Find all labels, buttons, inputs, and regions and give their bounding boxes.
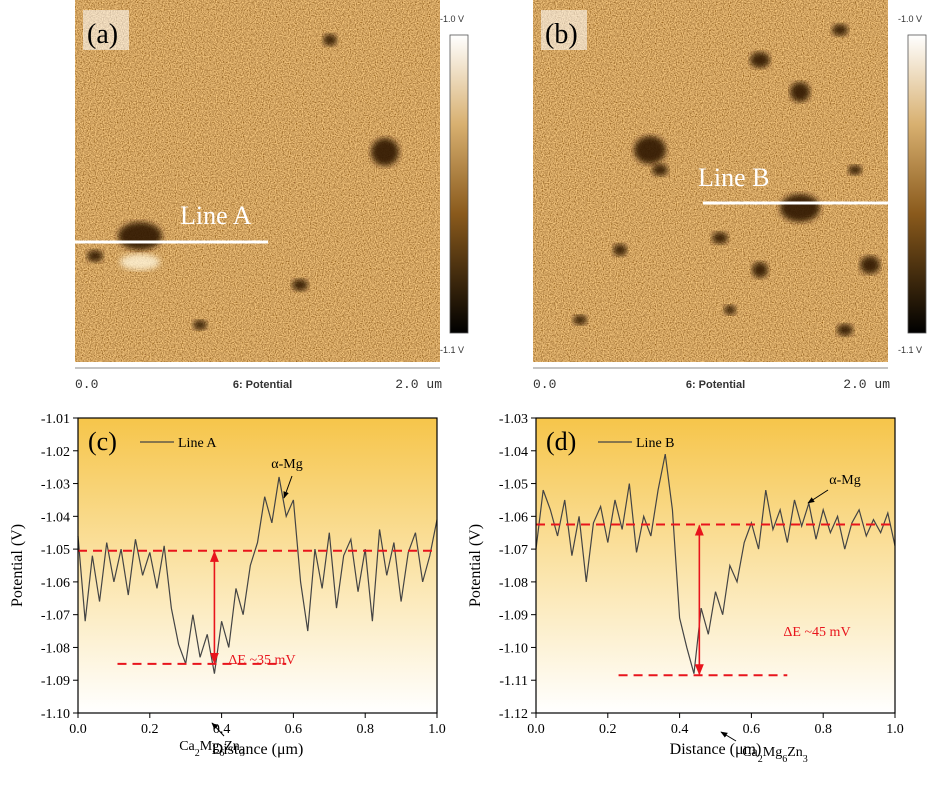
y-tick-label: -1.02 xyxy=(41,445,70,460)
x-tick-label: 0.6 xyxy=(743,722,761,737)
y-tick-label: -1.09 xyxy=(41,674,70,689)
color-bar xyxy=(449,34,469,334)
x-tick-label: 0.2 xyxy=(599,722,617,737)
dark-particle xyxy=(790,82,810,102)
dark-particle xyxy=(712,232,728,244)
panel-label: (a) xyxy=(87,19,118,50)
x-axis-label: Distance (μm) xyxy=(212,741,304,758)
phase-annotation: α-Mg xyxy=(271,457,302,472)
panel-label: (d) xyxy=(546,427,576,456)
dark-particle xyxy=(860,256,880,274)
y-tick-label: -1.06 xyxy=(499,510,528,525)
dark-particle xyxy=(193,320,207,330)
y-tick-label: -1.06 xyxy=(41,576,70,591)
bright-halo xyxy=(120,254,160,270)
chart-panels: -1.01 -1.02 -1.03 -1.04 -1.05 -1.06 -1.07 -1.08… xyxy=(9,412,904,765)
x-tick-label: 0.2 xyxy=(141,722,159,737)
y-tick-label: -1.07 xyxy=(499,543,528,558)
annotation-arrow xyxy=(211,722,225,737)
scan-title: 6: Potential xyxy=(686,379,745,391)
annotation-arrow xyxy=(807,489,829,504)
data-line xyxy=(77,476,438,674)
y-tick-label: -1.09 xyxy=(499,609,528,624)
phase-annotation: Ca2Mg6Zn3 xyxy=(742,745,808,765)
y-tick-label: -1.07 xyxy=(41,609,70,624)
scan-start: 0.0 xyxy=(533,377,556,392)
legend-label: Line A xyxy=(178,436,217,451)
scale-top: -1.0 V xyxy=(440,14,464,24)
y-tick-label: -1.11 xyxy=(499,674,528,689)
x-tick-label: 0.0 xyxy=(527,722,545,737)
dark-particle xyxy=(573,315,587,325)
image-panels: (a) Line A -1.0 V -1.1 V 0.0 6: Potential 2.0 … xyxy=(75,0,927,392)
x-tick-label: 1.0 xyxy=(886,722,904,737)
y-tick-label: -1.03 xyxy=(499,412,528,427)
y-tick-label: -1.12 xyxy=(499,707,528,722)
y-tick-label: -1.05 xyxy=(41,543,70,558)
dark-particle xyxy=(371,138,399,166)
scan-title: 6: Potential xyxy=(233,379,292,391)
dark-particle xyxy=(292,279,308,291)
x-tick-label: 0.4 xyxy=(671,722,689,737)
dark-particle xyxy=(752,262,768,278)
y-tick-label: -1.10 xyxy=(41,707,70,722)
y-tick-label: -1.10 xyxy=(499,641,528,656)
dark-particle xyxy=(323,34,337,46)
dark-particle xyxy=(724,305,736,315)
dark-particle xyxy=(750,52,770,68)
label-box xyxy=(541,10,587,50)
scan-end: 2.0 um xyxy=(843,377,890,392)
dark-particle xyxy=(848,165,862,175)
y-axis-label: Potential (V) xyxy=(9,524,26,607)
color-bar xyxy=(907,34,927,334)
scale-bottom: -1.1 V xyxy=(898,345,922,355)
x-tick-label: 0.6 xyxy=(285,722,303,737)
potential-map xyxy=(75,0,440,362)
legend-label: Line B xyxy=(636,436,675,451)
phase-annotation: α-Mg xyxy=(829,473,860,488)
plot-frame xyxy=(535,417,896,714)
dark-particle xyxy=(652,164,668,176)
line-label: Line A xyxy=(180,201,252,230)
delta-annotation: ΔE ~35 mV xyxy=(228,653,295,668)
dark-particle xyxy=(634,136,666,164)
label-box xyxy=(83,10,129,50)
panel-label: (b) xyxy=(545,19,578,50)
x-tick-label: 1.0 xyxy=(428,722,446,737)
potential-map xyxy=(533,0,888,362)
y-tick-label: -1.04 xyxy=(499,445,528,460)
delta-annotation: ΔE ~45 mV xyxy=(783,625,850,640)
y-axis-label: Potential (V) xyxy=(467,524,484,607)
x-axis-label: Distance (μm) xyxy=(670,741,762,758)
x-tick-label: 0.8 xyxy=(814,722,832,737)
y-tick-label: -1.08 xyxy=(499,576,528,591)
scale-top: -1.0 V xyxy=(898,14,922,24)
plot-frame xyxy=(77,417,438,714)
scan-end: 2.0 um xyxy=(395,377,442,392)
dark-particle xyxy=(780,194,820,222)
dark-particle xyxy=(837,324,853,336)
y-tick-label: -1.03 xyxy=(41,478,70,493)
line-label: Line B xyxy=(698,163,770,192)
scan-start: 0.0 xyxy=(75,377,98,392)
data-line xyxy=(535,453,896,674)
x-tick-label: 0.4 xyxy=(213,722,231,737)
dark-particle xyxy=(118,222,162,250)
y-tick-label: -1.04 xyxy=(41,510,70,525)
dark-particle xyxy=(613,244,627,256)
annotation-arrow xyxy=(283,475,293,499)
scale-bottom: -1.1 V xyxy=(440,345,464,355)
y-tick-label: -1.05 xyxy=(499,478,528,493)
dark-particle xyxy=(87,250,103,262)
phase-annotation: Ca2Mg6Zn3 xyxy=(179,739,245,759)
annotation-arrow xyxy=(720,731,737,742)
plot-background xyxy=(536,418,895,713)
y-tick-label: -1.01 xyxy=(41,412,70,427)
x-tick-label: 0.8 xyxy=(356,722,374,737)
y-tick-label: -1.08 xyxy=(41,641,70,656)
x-tick-label: 0.0 xyxy=(69,722,87,737)
panel-label: (c) xyxy=(88,427,117,456)
dark-particle xyxy=(832,24,848,36)
